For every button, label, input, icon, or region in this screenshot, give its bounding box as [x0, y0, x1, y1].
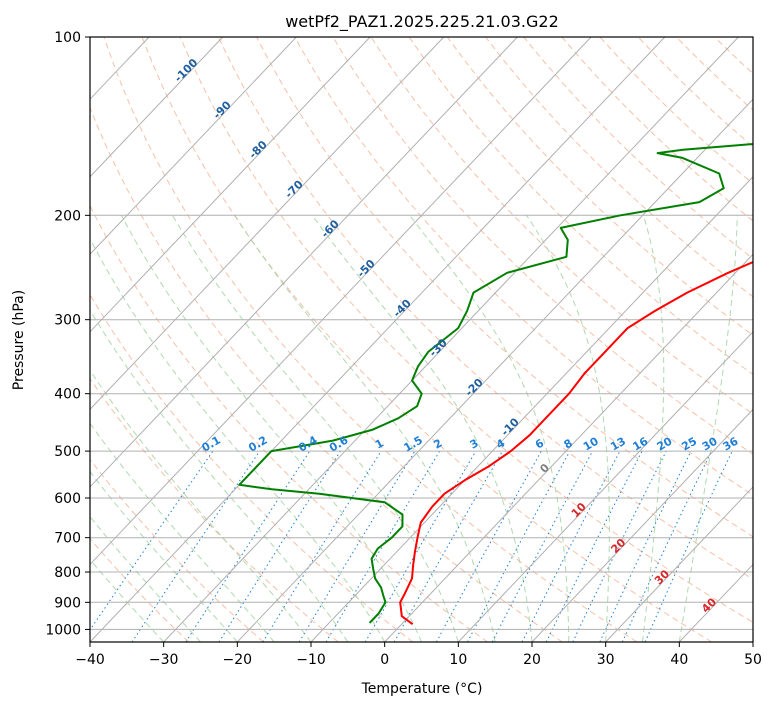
dewpoint-profile-line — [238, 143, 753, 624]
moist-adiabat — [90, 515, 201, 642]
temperature-profile-line — [399, 260, 753, 626]
isotherm — [605, 486, 753, 642]
x-tick-label: −10 — [296, 652, 326, 668]
mixing-ratio-line — [364, 450, 477, 642]
y-tick-label: 1000 — [45, 622, 81, 638]
isotherm — [384, 253, 753, 642]
isotherm — [90, 37, 445, 411]
isotherm — [90, 37, 224, 178]
y-tick-label: 900 — [54, 595, 81, 611]
mixing-ratio-line — [262, 450, 382, 642]
isotherm — [90, 37, 666, 642]
moist-adiabat — [409, 214, 570, 642]
isotherm — [163, 37, 739, 642]
x-tick-label: −20 — [223, 652, 253, 668]
x-tick-label: 10 — [449, 652, 467, 668]
dry-adiabat — [90, 106, 563, 642]
x-tick-label: 50 — [744, 652, 762, 668]
x-tick-label: 0 — [380, 652, 389, 668]
y-tick-label: 800 — [54, 565, 81, 581]
dry-adiabat — [370, 37, 753, 415]
y-tick-label: 500 — [54, 444, 81, 460]
background-lines — [90, 37, 753, 642]
mixing-ratio-line — [298, 450, 416, 642]
moist-adiabat — [234, 215, 496, 642]
x-tick-label: 40 — [670, 652, 688, 668]
isotherm — [531, 408, 753, 642]
isotherm — [90, 37, 592, 566]
y-tick-label: 200 — [54, 208, 81, 224]
isotherm — [457, 331, 753, 642]
moist-adiabat — [90, 558, 165, 642]
mixing-ratio-line — [131, 450, 261, 642]
dry-adiabat — [103, 37, 638, 642]
x-axis-title: Temperature (°C) — [361, 681, 483, 697]
isotherm — [236, 98, 753, 642]
chart-title: wetPf2_PAZ1.2025.225.21.03.G22 — [285, 12, 559, 32]
y-tick-label: 700 — [54, 531, 81, 547]
x-tick-label: −30 — [149, 652, 179, 668]
dry-adiabat — [446, 37, 753, 336]
isotherm — [310, 176, 753, 642]
dry-adiabat — [332, 37, 753, 455]
dry-adiabat — [90, 204, 488, 642]
mixing-ratio-line — [572, 450, 667, 642]
dry-adiabat — [408, 37, 753, 375]
moist-adiabat — [642, 215, 665, 642]
dry-adiabat — [90, 458, 264, 642]
y-axis-title: Pressure (hPa) — [11, 290, 27, 390]
mixing-ratio-line — [599, 450, 692, 642]
isotherm — [90, 37, 518, 488]
mixing-ratio-line — [185, 450, 311, 642]
mixing-ratio-line — [467, 450, 571, 642]
dry-adiabat — [179, 37, 753, 623]
y-tick-label: 600 — [54, 491, 81, 507]
mixing-ratio-line — [90, 450, 214, 631]
x-tick-label: −40 — [75, 652, 105, 668]
y-tick-label: 100 — [54, 30, 81, 46]
dry-adiabat — [141, 37, 712, 642]
y-tick-label: 300 — [54, 313, 81, 329]
moist-adiabat — [311, 215, 533, 642]
plot-frame — [89, 36, 754, 643]
moist-adiabat — [90, 237, 386, 642]
mixing-ratio-line — [621, 450, 712, 642]
moist-adiabat — [526, 215, 610, 642]
moist-adiabat — [678, 215, 738, 642]
moist-adiabat — [90, 309, 349, 642]
dry-adiabat — [90, 537, 190, 642]
profile-lines — [238, 143, 753, 626]
dry-adiabat — [294, 37, 753, 496]
mixing-ratio-line — [218, 450, 341, 642]
moist-adiabat — [90, 470, 238, 642]
dry-adiabat — [217, 37, 753, 580]
y-axis-ticks: 100 200 300 400 500 600 700 800 900 1000 — [45, 30, 90, 638]
isotherm — [90, 37, 371, 333]
moist-adiabat — [120, 215, 422, 642]
x-tick-label: 20 — [523, 652, 541, 668]
isotherm — [90, 37, 297, 256]
x-axis-ticks: −40 −30 −20 −10 0 10 20 30 40 50 — [75, 642, 762, 668]
x-tick-label: 30 — [597, 652, 615, 668]
y-tick-label: 400 — [54, 387, 81, 403]
dry-adiabat — [90, 377, 339, 642]
moist-adiabat — [90, 369, 312, 642]
